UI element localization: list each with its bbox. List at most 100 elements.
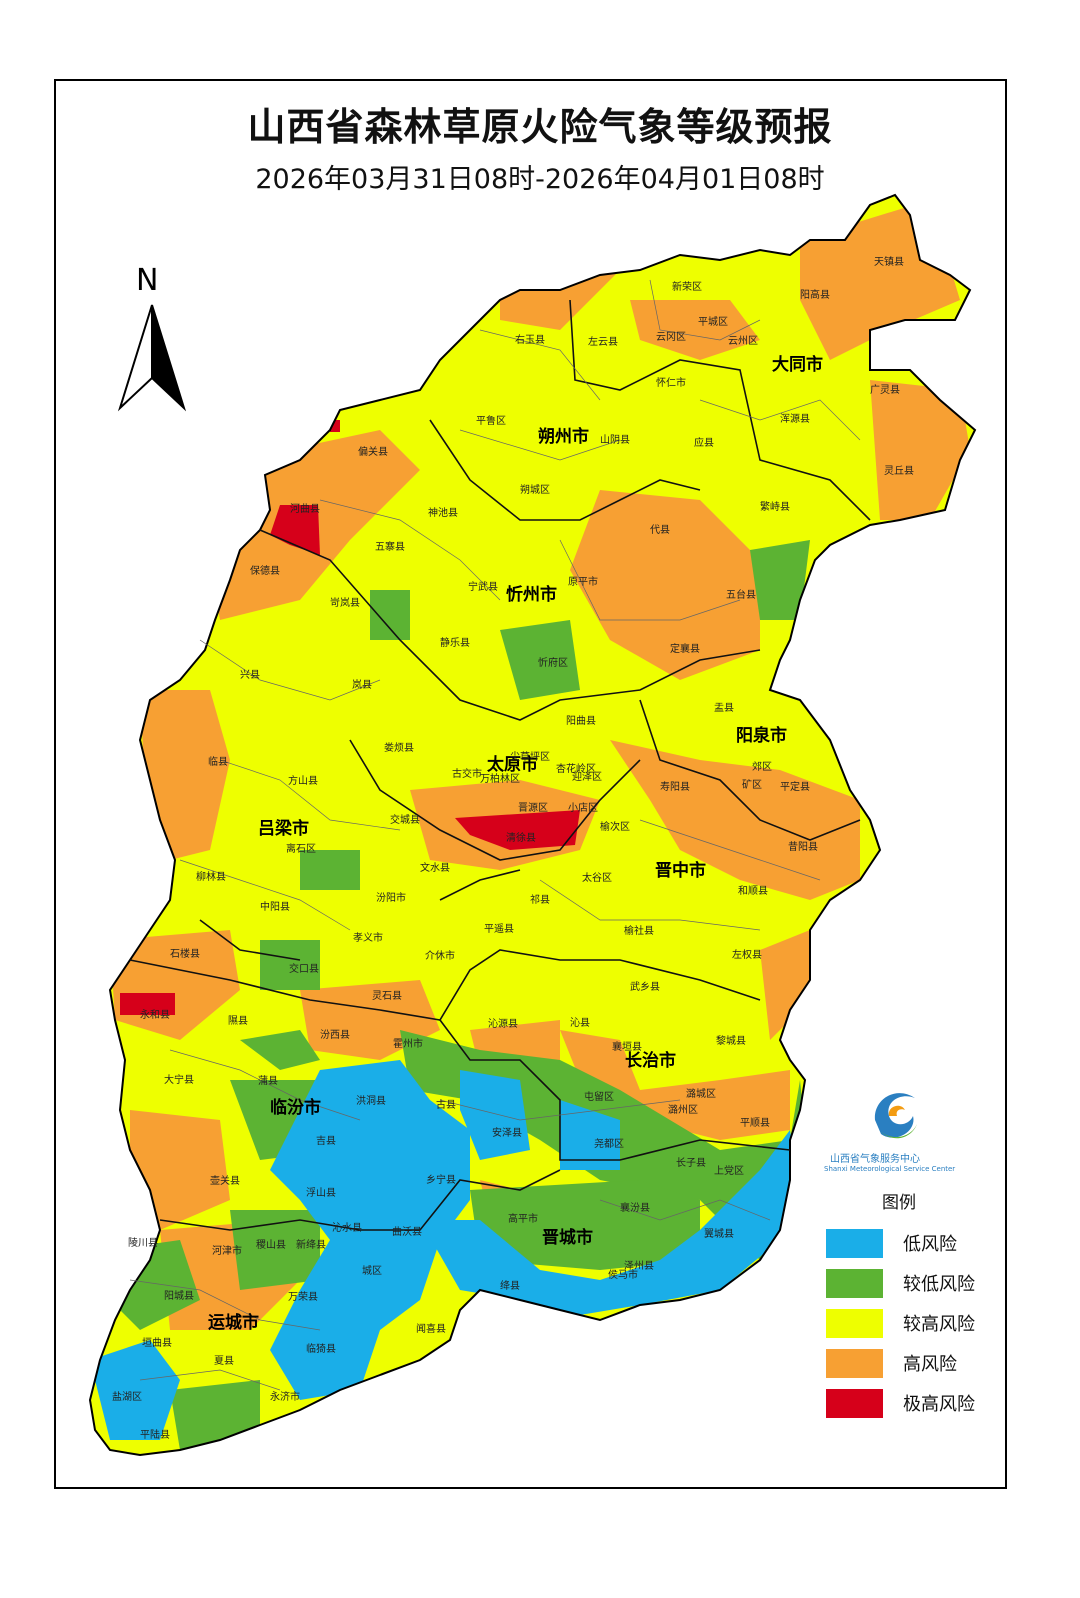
county-label: 灵石县 bbox=[372, 990, 402, 1002]
county-label: 盂县 bbox=[714, 702, 734, 714]
county-label: 隰县 bbox=[228, 1015, 248, 1027]
county-label: 宁武县 bbox=[468, 580, 498, 593]
county-label: 壶关县 bbox=[210, 1174, 240, 1187]
county-label: 左云县 bbox=[588, 335, 618, 348]
county-label: 汾阳市 bbox=[376, 891, 406, 904]
county-label: 侯马市 bbox=[608, 1268, 638, 1281]
county-label: 襄垣县 bbox=[612, 1040, 642, 1053]
county-label: 屯留区 bbox=[584, 1090, 614, 1103]
legend-label: 低风险 bbox=[903, 1234, 957, 1255]
county-label: 小店区 bbox=[568, 801, 598, 814]
county-label: 柳林县 bbox=[196, 870, 226, 883]
county-label: 孝义市 bbox=[353, 931, 383, 944]
county-label: 蒲县 bbox=[258, 1074, 278, 1087]
county-label: 稷山县 bbox=[256, 1239, 286, 1251]
county-label: 交口县 bbox=[289, 962, 319, 975]
county-label: 夏县 bbox=[214, 1355, 234, 1367]
county-label: 中阳县 bbox=[260, 900, 290, 913]
county-label: 永济市 bbox=[270, 1390, 300, 1403]
county-label: 五寨县 bbox=[375, 540, 405, 553]
county-label: 榆社县 bbox=[624, 924, 654, 937]
county-label: 汾西县 bbox=[320, 1029, 350, 1041]
county-label: 岚县 bbox=[352, 679, 372, 691]
county-label: 霍州市 bbox=[393, 1037, 423, 1050]
north-label: N bbox=[136, 263, 159, 298]
county-label: 繁峙县 bbox=[760, 500, 790, 513]
county-label: 文水县 bbox=[420, 861, 450, 874]
county-label: 五台县 bbox=[726, 588, 756, 601]
legend-swatch bbox=[826, 1268, 883, 1298]
county-label: 平遥县 bbox=[484, 922, 514, 935]
county-label: 应县 bbox=[694, 436, 714, 449]
county-label: 上党区 bbox=[714, 1164, 744, 1177]
county-label: 古县 bbox=[436, 1098, 456, 1111]
county-label: 和顺县 bbox=[738, 885, 768, 897]
city-label: 晋中市 bbox=[655, 860, 706, 881]
county-label: 岢岚县 bbox=[330, 597, 360, 609]
county-label: 潞城区 bbox=[686, 1087, 716, 1100]
county-label: 安泽县 bbox=[492, 1126, 522, 1139]
county-label: 原平市 bbox=[568, 575, 598, 588]
county-label: 郊区 bbox=[752, 760, 772, 773]
meteorological-logo-icon bbox=[870, 1088, 922, 1140]
county-label: 太谷区 bbox=[582, 871, 612, 884]
county-label: 高平市 bbox=[508, 1212, 538, 1225]
legend-swatch bbox=[826, 1348, 883, 1378]
legend-title: 图例 bbox=[882, 1193, 916, 1213]
county-label: 尖草坪区 bbox=[510, 750, 550, 763]
county-label: 祁县 bbox=[530, 893, 550, 906]
county-label: 兴县 bbox=[240, 669, 260, 681]
county-label: 平定县 bbox=[780, 780, 810, 793]
logo-name-en: Shanxi Meteorological Service Center bbox=[824, 1165, 956, 1173]
county-label: 石楼县 bbox=[170, 947, 200, 960]
county-label: 方山县 bbox=[288, 774, 318, 787]
county-label: 矿区 bbox=[742, 778, 762, 791]
county-label: 洪洞县 bbox=[356, 1095, 386, 1107]
county-label: 乡宁县 bbox=[426, 1173, 456, 1186]
county-label: 万荣县 bbox=[288, 1291, 318, 1303]
county-label: 陵川县 bbox=[128, 1237, 158, 1249]
legend-item: 较低风险 bbox=[826, 1268, 975, 1298]
legend-item: 高风险 bbox=[826, 1348, 957, 1378]
county-label: 怀仁市 bbox=[656, 376, 686, 389]
county-label: 介休市 bbox=[425, 949, 455, 962]
county-label: 神池县 bbox=[428, 506, 458, 519]
county-label: 离石区 bbox=[286, 842, 316, 855]
city-label: 阳泉市 bbox=[736, 725, 787, 746]
legend-item: 极高风险 bbox=[826, 1388, 975, 1418]
county-label: 左权县 bbox=[732, 948, 762, 961]
county-label: 偏关县 bbox=[358, 445, 388, 458]
county-label: 吉县 bbox=[316, 1135, 336, 1147]
county-label: 河津市 bbox=[212, 1244, 242, 1257]
county-label: 灵丘县 bbox=[884, 465, 914, 477]
county-label: 黎城县 bbox=[716, 1034, 746, 1047]
logo-name-cn: 山西省气象服务中心 bbox=[830, 1154, 920, 1165]
county-label: 山阴县 bbox=[600, 434, 630, 446]
county-label: 右玉县 bbox=[515, 333, 545, 346]
county-label: 榆次区 bbox=[600, 820, 630, 833]
map-subtitle: 2026年03月31日08时-2026年04月01日08时 bbox=[255, 164, 825, 195]
north-arrow-icon bbox=[117, 304, 187, 412]
county-label: 长子县 bbox=[676, 1157, 706, 1169]
county-label: 保德县 bbox=[250, 564, 280, 577]
county-label: 交城县 bbox=[390, 813, 420, 826]
county-label: 沁县 bbox=[570, 1017, 590, 1029]
legend-swatch bbox=[826, 1308, 883, 1338]
county-label: 尧都区 bbox=[594, 1137, 624, 1150]
county-label: 临县 bbox=[208, 755, 228, 768]
legend-item: 较高风险 bbox=[826, 1308, 975, 1338]
county-label: 天镇县 bbox=[874, 255, 904, 268]
city-label: 忻州市 bbox=[506, 584, 557, 605]
county-label: 平顺县 bbox=[740, 1117, 770, 1129]
legend-label: 极高风险 bbox=[903, 1394, 975, 1415]
county-label: 阳城县 bbox=[164, 1290, 194, 1302]
legend-swatch bbox=[826, 1228, 883, 1258]
city-label: 大同市 bbox=[772, 354, 823, 375]
county-label: 浮山县 bbox=[306, 1187, 336, 1199]
county-label: 昔阳县 bbox=[788, 841, 818, 853]
county-label: 平鲁区 bbox=[476, 414, 506, 427]
county-label: 潞州区 bbox=[668, 1103, 698, 1116]
county-label: 云冈区 bbox=[656, 331, 686, 343]
county-label: 闻喜县 bbox=[416, 1322, 446, 1335]
